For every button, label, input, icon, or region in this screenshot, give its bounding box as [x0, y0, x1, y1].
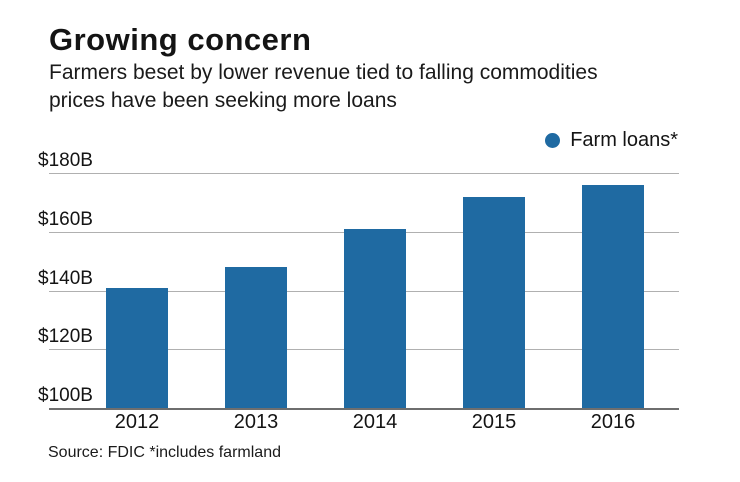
bar-2015 [463, 196, 525, 408]
bar-2014 [344, 228, 406, 408]
source-note: Source: FDIC *includes farmland [48, 444, 281, 461]
y-axis-label-140: $140B [38, 267, 93, 289]
legend: Farm loans* [545, 129, 678, 151]
x-axis-label-2012: 2012 [114, 411, 160, 433]
gridline-180 [49, 173, 679, 174]
bar-2012 [106, 287, 168, 408]
bar-2016 [582, 184, 644, 408]
y-axis-label-160: $160B [38, 208, 93, 230]
x-axis-label-2016: 2016 [590, 411, 636, 433]
x-axis-label-2014: 2014 [352, 411, 398, 433]
x-axis-label-2013: 2013 [233, 411, 279, 433]
y-axis-label-180: $180B [38, 150, 93, 171]
chart-title: Growing concern [49, 22, 312, 57]
x-axis-line [49, 408, 679, 410]
bar-2013 [225, 267, 287, 408]
chart-subtitle: Farmers beset by lower revenue tied to f… [49, 59, 598, 115]
legend-label: Farm loans* [570, 128, 678, 151]
y-axis-label-100: $100B [38, 385, 93, 406]
legend-marker-icon [545, 132, 561, 148]
chart-subtitle-line-2: prices have been seeking more loans [49, 89, 397, 112]
y-axis-label-120: $120B [38, 326, 93, 348]
chart-subtitle-line-1: Farmers beset by lower revenue tied to f… [49, 61, 598, 84]
x-axis-label-2015: 2015 [471, 411, 517, 433]
